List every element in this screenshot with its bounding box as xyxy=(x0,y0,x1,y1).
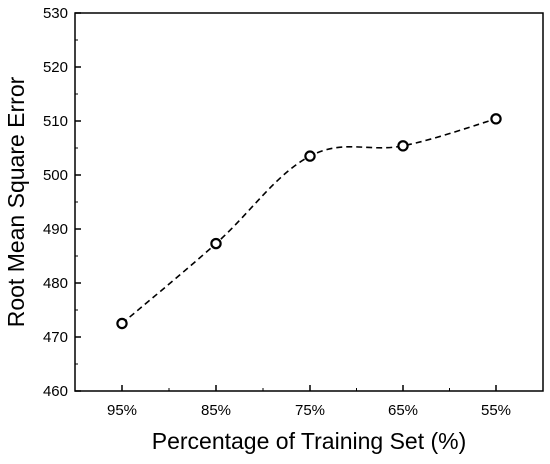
y-axis-title: Root Mean Square Error xyxy=(3,76,29,327)
x-axis: 95% 85% 75% 65% 55% xyxy=(107,385,511,419)
y-tick-label: 480 xyxy=(43,275,68,292)
series-line xyxy=(121,118,497,325)
y-tick-label: 490 xyxy=(43,221,68,238)
y-tick-label: 520 xyxy=(43,59,68,76)
x-tick-label: 75% xyxy=(295,402,325,419)
x-tick-label: 55% xyxy=(481,402,511,419)
data-point xyxy=(397,140,409,152)
x-axis-title: Percentage of Training Set (%) xyxy=(152,428,467,454)
y-tick-label: 510 xyxy=(43,113,68,130)
x-tick-label: 65% xyxy=(388,402,418,419)
series-markers xyxy=(116,113,502,330)
x-tick-label: 85% xyxy=(201,402,231,419)
x-tick-label: 95% xyxy=(107,402,137,419)
y-tick-label: 460 xyxy=(43,383,68,400)
y-tick-label: 500 xyxy=(43,167,68,184)
y-axis: 460 470 480 490 500 510 520 530 xyxy=(43,5,81,400)
data-point xyxy=(210,237,222,250)
plot-frame xyxy=(74,12,544,392)
y-tick-label: 470 xyxy=(43,329,68,346)
data-point xyxy=(490,113,502,125)
data-point xyxy=(304,150,316,162)
data-point xyxy=(116,317,128,330)
y-tick-label: 530 xyxy=(43,5,68,22)
